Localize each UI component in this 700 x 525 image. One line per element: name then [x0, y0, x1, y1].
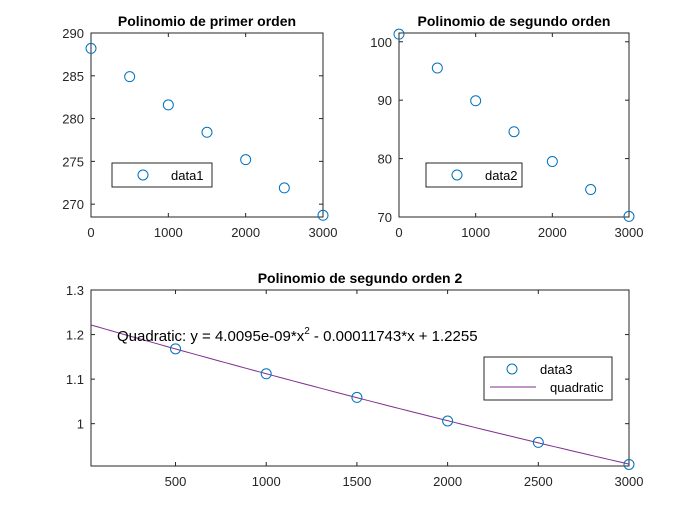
y-tick-label: 100: [370, 35, 392, 50]
fit-equation-main: Quadratic: y = 4.0095e-09*x: [117, 328, 305, 345]
axes-frame: [90, 32, 324, 218]
chart-title: Polinomio de primer orden: [118, 13, 296, 29]
data-point: [240, 154, 252, 166]
legend-box: [425, 162, 523, 188]
y-tick-label: 1.3: [66, 283, 84, 298]
x-tick-label: 1000: [154, 225, 183, 240]
data-point: [508, 126, 520, 138]
x-tick-label: 3000: [615, 474, 644, 489]
data-point: [162, 99, 174, 111]
y-tick-label: 70: [378, 210, 392, 225]
legend: data3 quadratic: [483, 356, 613, 401]
y-tick-label: 290: [62, 26, 84, 41]
data-point: [546, 156, 558, 168]
x-tick-label: 2500: [524, 474, 553, 489]
x-tick-label: 2000: [231, 225, 260, 240]
data-point: [623, 458, 635, 470]
chart-2: Polinomio de segundo orden 0 1000 2000 3000 7…: [370, 13, 643, 240]
x-tick-label: 3000: [615, 225, 644, 240]
legend: data1: [111, 162, 213, 188]
chart-1: Polinomio de primer orden 0 1000 2000 3000 27…: [62, 13, 337, 240]
y-tick-label: 270: [62, 197, 84, 212]
data-point: [278, 182, 290, 194]
data-point: [317, 209, 329, 221]
fit-equation-rest: - 0.00011743*x + 1.2255: [310, 328, 478, 345]
legend-label: quadratic: [550, 380, 604, 395]
chart-title: Polinomio de segundo orden: [418, 13, 611, 29]
y-tick-label: 80: [378, 152, 392, 167]
legend-box: [111, 162, 213, 188]
data-point: [170, 343, 182, 355]
data-point: [393, 28, 405, 40]
chart-title: Polinomio de segundo orden 2: [258, 270, 463, 286]
data-point: [532, 436, 544, 448]
x-tick-label: 0: [87, 225, 94, 240]
axes-frame: [90, 289, 630, 467]
legend: data2: [425, 162, 523, 188]
data-point: [585, 184, 597, 196]
data-point: [201, 126, 213, 138]
y-tick-label: 275: [62, 154, 84, 169]
y-tick-label: 1.1: [66, 372, 84, 387]
y-tick-label: 280: [62, 112, 84, 127]
data-point: [442, 415, 454, 427]
x-tick-label: 0: [395, 225, 402, 240]
legend-label: data3: [540, 362, 573, 377]
legend-marker-icon: [137, 169, 149, 181]
legend-label: data2: [485, 168, 518, 183]
data-point: [351, 391, 363, 403]
x-tick-label: 2000: [433, 474, 462, 489]
data-point: [260, 368, 272, 380]
data-point: [470, 95, 482, 107]
y-tick-label: 1: [77, 417, 84, 432]
axes-frame: [398, 32, 630, 218]
chart-3: Polinomio de segundo orden 2 500 1000 1500 2…: [66, 270, 644, 489]
fit-equation: Quadratic: y = 4.0095e-09*x2 - 0.0001174…: [117, 326, 478, 345]
x-tick-label: 3000: [309, 225, 338, 240]
x-tick-label: 1500: [342, 474, 371, 489]
x-tick-label: 1000: [461, 225, 490, 240]
legend-marker-icon: [451, 169, 463, 181]
x-tick-label: 500: [165, 474, 187, 489]
data-point: [431, 62, 443, 74]
legend-marker-icon: [506, 363, 518, 375]
x-tick-label: 2000: [538, 225, 567, 240]
legend-box: [483, 356, 613, 401]
data-point: [124, 71, 136, 83]
y-tick-label: 1.2: [66, 328, 84, 343]
data-point: [623, 210, 635, 222]
y-tick-label: 285: [62, 69, 84, 84]
x-tick-label: 1000: [252, 474, 281, 489]
legend-label: data1: [171, 168, 204, 183]
fit-equation-exponent: 2: [304, 326, 310, 337]
y-tick-label: 90: [378, 93, 392, 108]
data-point: [85, 42, 97, 54]
